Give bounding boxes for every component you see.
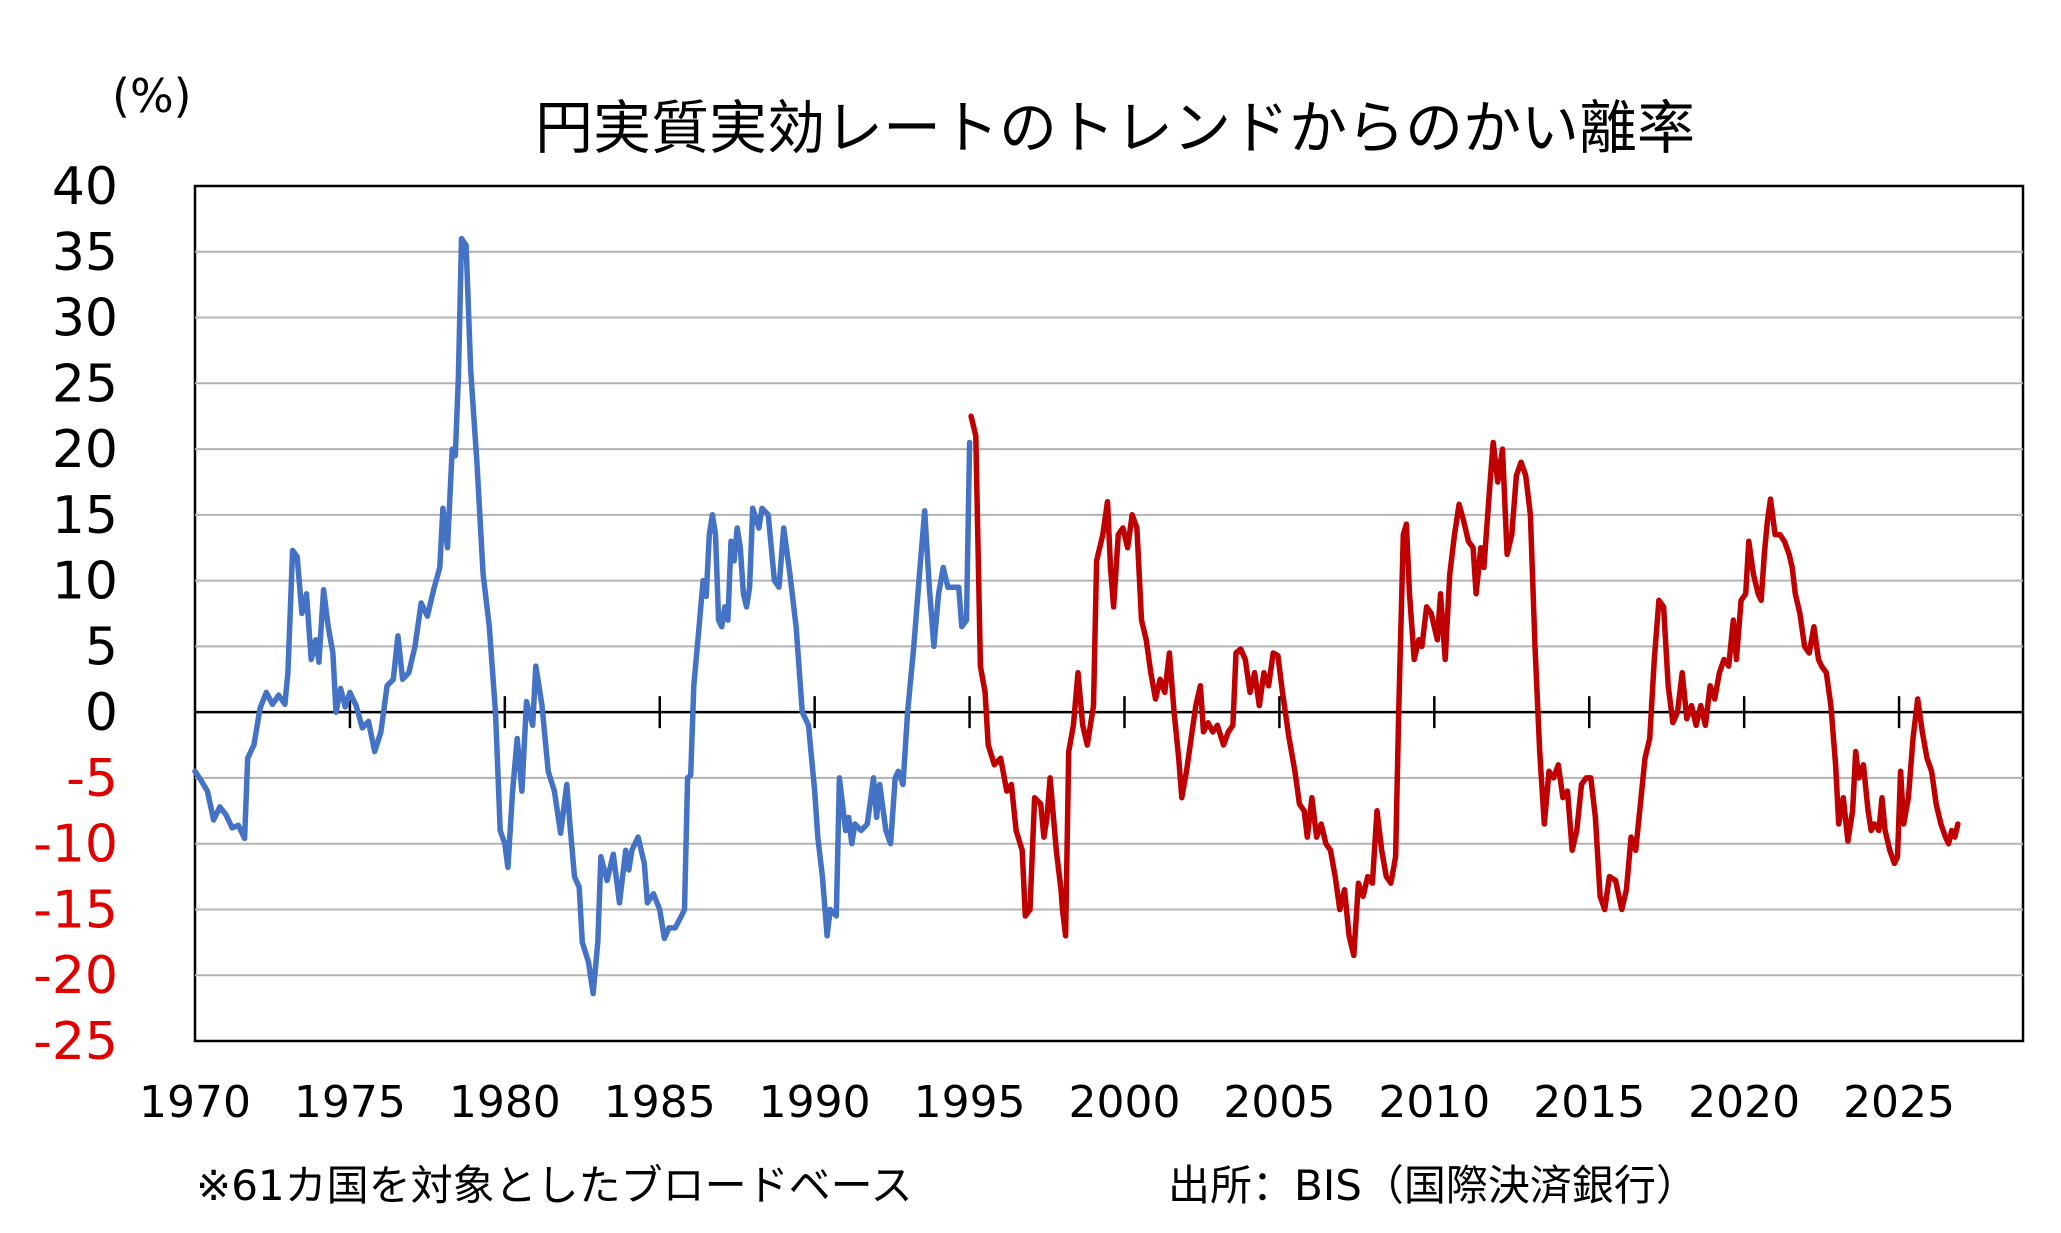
x-axis-ticks: 1970 1975 1980 1985 1990 1995 2000 2005 2010 2015… <box>139 696 1955 1128</box>
y-tick-label: -25 <box>33 1012 118 1072</box>
x-tick-label: 2000 <box>1068 1077 1180 1128</box>
series-line-1 <box>192 235 973 997</box>
grid-lines <box>195 250 2023 977</box>
plot-area <box>193 184 2025 1043</box>
x-tick-label: 2005 <box>1223 1077 1335 1128</box>
y-tick-label: 15 <box>52 486 118 546</box>
x-tick-label: 1970 <box>139 1077 251 1128</box>
x-tick-label: 1980 <box>449 1077 561 1128</box>
x-tick-label: 2010 <box>1378 1077 1490 1128</box>
x-tick-label: 1990 <box>759 1077 871 1128</box>
series-line-2 <box>968 413 1961 959</box>
y-tick-label: 5 <box>85 617 118 677</box>
x-tick-label: 1995 <box>914 1077 1026 1128</box>
chart-title: 円実質実効レートのトレンドからのかい離率 <box>535 94 1695 162</box>
series-lines <box>192 235 1961 997</box>
x-tick-label: 1975 <box>294 1077 406 1128</box>
x-tick-label: 2020 <box>1688 1077 1800 1128</box>
source-note: 出所：BIS（国際決済銀行） <box>1168 1161 1698 1210</box>
unit-label: (%) <box>112 69 192 123</box>
y-tick-label: -20 <box>33 946 118 1006</box>
footnote: ※61カ国を対象としたブロードベース <box>196 1161 913 1210</box>
y-tick-label: -10 <box>33 815 118 875</box>
y-tick-label: 20 <box>52 420 118 480</box>
y-tick-label: -5 <box>66 749 118 809</box>
y-tick-label: 25 <box>52 354 118 414</box>
x-tick-label: 2025 <box>1843 1077 1955 1128</box>
y-tick-label: 30 <box>52 289 118 349</box>
y-tick-label: 10 <box>52 552 118 612</box>
y-tick-label: 40 <box>52 157 118 217</box>
y-tick-label: -15 <box>33 880 118 940</box>
y-tick-label: 0 <box>85 683 118 743</box>
x-tick-label: 1985 <box>604 1077 716 1128</box>
x-tick-label: 2015 <box>1533 1077 1645 1128</box>
y-tick-label: 35 <box>52 223 118 283</box>
